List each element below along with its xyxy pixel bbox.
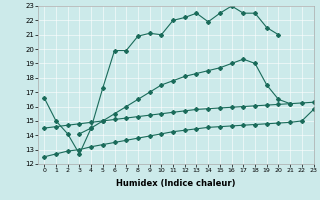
X-axis label: Humidex (Indice chaleur): Humidex (Indice chaleur) <box>116 179 236 188</box>
